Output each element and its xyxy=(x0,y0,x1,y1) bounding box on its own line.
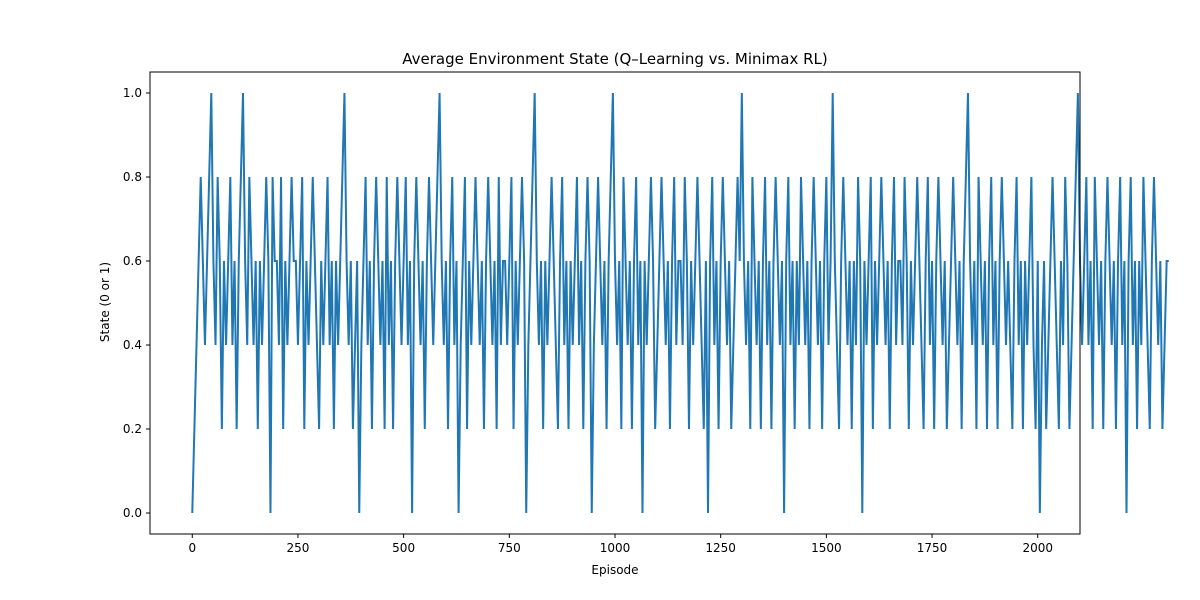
x-tick-label: 1750 xyxy=(917,541,948,555)
x-tick-label: 2000 xyxy=(1022,541,1053,555)
x-tick-label: 1500 xyxy=(811,541,842,555)
x-tick-label: 500 xyxy=(392,541,415,555)
y-tick-label: 0.6 xyxy=(123,254,142,268)
plot-frame xyxy=(149,71,1081,535)
x-tick-label: 1250 xyxy=(705,541,736,555)
y-tick-label: 0.2 xyxy=(123,422,142,436)
y-tick-label: 0.4 xyxy=(123,338,142,352)
y-tick-label: 0.8 xyxy=(123,170,142,184)
y-axis-label: State (0 or 1) xyxy=(98,262,112,342)
y-tick-label: 0.0 xyxy=(123,506,142,520)
x-tick-label: 1000 xyxy=(600,541,631,555)
x-axis-label: Episode xyxy=(591,563,638,577)
x-tick-label: 250 xyxy=(287,541,310,555)
y-tick-label: 1.0 xyxy=(123,86,142,100)
series-line-0 xyxy=(191,92,1169,514)
x-tick-label: 750 xyxy=(498,541,521,555)
series-layer xyxy=(191,92,1169,514)
chart-title: Average Environment State (Q–Learning vs… xyxy=(402,50,828,68)
axes-layer: 0 250 500 750 1000 1250 1500 1750 2000 0.0 0.2 0.4 0… xyxy=(123,71,1081,555)
x-tick-label: 0 xyxy=(188,541,196,555)
